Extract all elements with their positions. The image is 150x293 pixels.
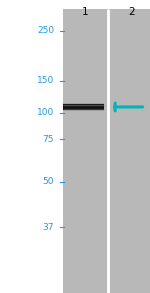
Bar [63,9,150,293]
Text: 37: 37 [42,223,54,231]
Text: 250: 250 [37,26,54,35]
Text: 150: 150 [37,76,54,85]
Text: 2: 2 [128,7,135,17]
Text: 100: 100 [37,108,54,117]
Text: 75: 75 [42,135,54,144]
Text: 1: 1 [81,7,88,17]
Text: 50: 50 [42,177,54,186]
